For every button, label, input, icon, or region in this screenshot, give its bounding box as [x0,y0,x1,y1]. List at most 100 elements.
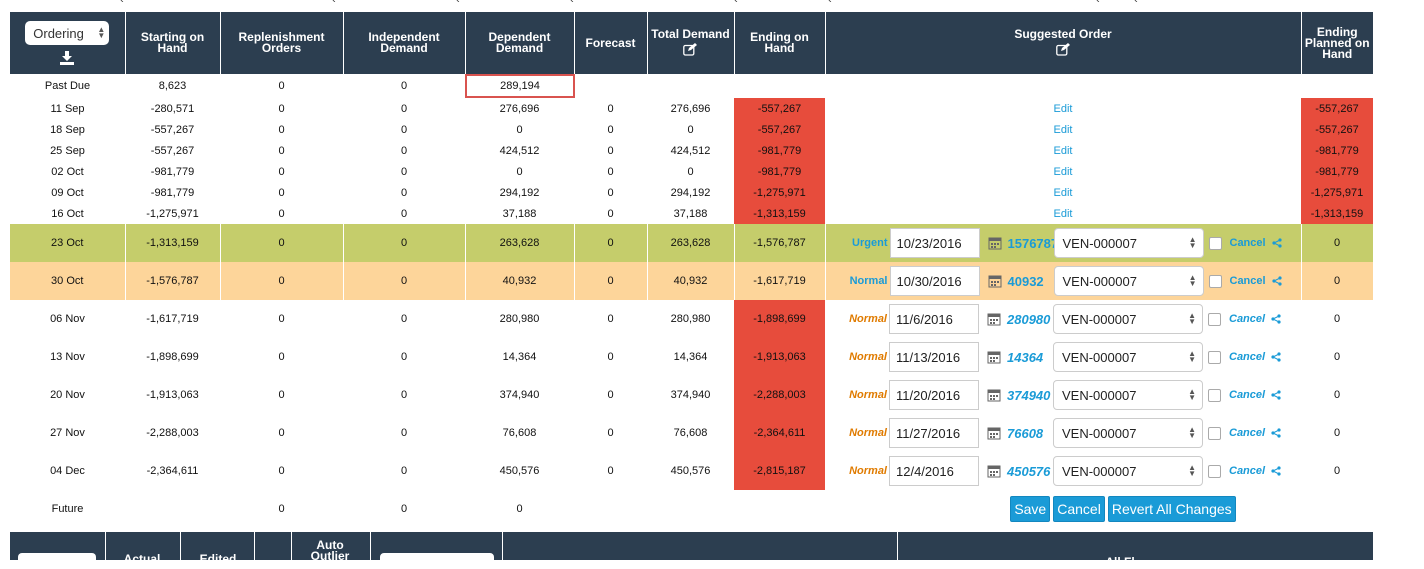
dependent-cell: 276,696 [499,102,540,115]
action-buttons: Save Cancel Revert All Changes [825,496,1301,522]
share-icon[interactable] [1271,352,1281,362]
vendor-select[interactable]: VEN-000007 ▲ ▼ [1053,380,1203,410]
suggested-cell: Edit [825,98,1301,119]
order-quantity-link[interactable]: 374940 [1007,387,1051,403]
edit-icon[interactable] [1055,42,1071,56]
priority-label: Normal [849,275,888,287]
calendar-icon[interactable] [987,426,1001,440]
share-icon[interactable] [1271,238,1282,248]
order-quantity-link[interactable]: 450576 [1007,463,1051,479]
vendor-select-value: VEN-000007 [1062,425,1137,441]
order-row: 06 Nov -1,617,719 0 0 280,980 0 280,980 -1,898,… [10,300,1373,338]
edit-icon[interactable] [683,42,698,56]
planned-cell: -1,313,159 [1301,203,1373,224]
independent-cell: 0 [400,503,408,515]
share-icon[interactable] [1271,390,1281,400]
download-icon[interactable] [59,51,75,65]
calendar-icon[interactable] [987,388,1001,402]
total-cell: 294,192 [670,186,711,199]
vendor-select[interactable]: VEN-000007 ▲ ▼ [1053,418,1203,448]
independent-cell: 0 [400,313,408,325]
order-date-input[interactable]: 11/20/2016 [889,380,979,410]
edit-link[interactable]: Edit [1053,123,1073,136]
vendor-select[interactable]: VEN-000007 ▲ ▼ [1053,304,1203,334]
share-icon[interactable] [1271,314,1281,324]
forecast-cell: 0 [607,313,614,325]
cancel-button[interactable]: Cancel [1053,496,1105,522]
select-checkbox[interactable] [1208,274,1222,288]
order-quantity-link[interactable]: 14364 [1007,349,1044,365]
dependent-cell: 263,628 [465,224,575,262]
calendar-icon[interactable] [987,464,1001,478]
select-checkbox[interactable] [1208,426,1221,440]
independent-cell: 0 [400,186,408,199]
cancel-order-link[interactable]: Cancel [1229,313,1266,325]
order-quantity-link[interactable]: 76608 [1007,425,1044,441]
bottom-select[interactable] [18,553,96,567]
bottom-input[interactable] [380,553,494,567]
order-quantity-link[interactable]: 1576787 [1007,235,1059,251]
edit-link[interactable]: Edit [1053,207,1073,220]
total-cell: 374,940 [670,389,711,401]
order-date-input[interactable]: 11/6/2016 [889,304,979,334]
edit-link[interactable]: Edit [1053,144,1073,157]
order-date-input[interactable]: 10/23/2016 [889,228,980,258]
select-checkbox[interactable] [1208,312,1221,326]
forecast-cell [574,74,647,98]
vendor-select[interactable]: VEN-000007 ▲ ▼ [1053,456,1203,486]
starting-cell: -2,364,611 [146,465,199,477]
week-cell: 04 Dec [50,465,85,477]
table-row: 16 Oct -1,275,971 0 0 37,188 0 37,188 -1,313,15… [10,203,1373,224]
edit-link[interactable]: Edit [1053,102,1073,115]
save-button[interactable]: Save [1010,496,1051,522]
replenishment-cell: 0 [278,80,285,92]
select-checkbox[interactable] [1208,350,1221,364]
edit-link[interactable]: Edit [1053,165,1073,178]
order-date-input[interactable]: 11/13/2016 [889,342,979,372]
forecast-cell [574,490,647,528]
calendar-icon[interactable] [987,312,1001,326]
cancel-order-link[interactable]: Cancel [1229,237,1266,249]
cancel-order-link[interactable]: Cancel [1229,351,1266,363]
week-cell: 18 Sep [50,123,85,136]
select-checkbox[interactable] [1208,236,1222,250]
order-quantity-link[interactable]: 280980 [1007,311,1051,327]
share-icon[interactable] [1271,466,1281,476]
suggested-order-cell: Normal 11/6/2016 280980 VEN-000007 ▲ ▼ Cancel [825,300,1301,338]
replenishment-cell: 0 [220,224,344,262]
cancel-order-link[interactable]: Cancel [1229,389,1266,401]
header-forecast: Forecast [574,12,648,74]
planned-cell [1301,490,1373,528]
calendar-icon[interactable] [988,274,1002,288]
calendar-icon[interactable] [988,236,1002,250]
ordering-select[interactable]: Ordering ▲ ▼ [25,21,110,45]
header-suggested-order-label: Suggested Order [1014,26,1112,41]
planned-cell: -557,267 [1301,119,1373,140]
cancel-order-link[interactable]: Cancel [1229,275,1266,287]
replenishment-cell: 0 [278,503,285,515]
share-icon[interactable] [1271,428,1281,438]
order-date-input[interactable]: 10/30/2016 [889,266,980,296]
suggested-order-cell: Normal 11/20/2016 374940 VEN-000007 ▲ ▼ Cancel [825,376,1301,414]
order-quantity-link[interactable]: 40932 [1007,273,1044,289]
select-checkbox[interactable] [1208,464,1221,478]
dependent-demand-input[interactable]: 289,194 [465,74,575,98]
edit-link[interactable]: Edit [1053,186,1073,199]
forecast-cell: 0 [607,465,614,477]
replenishment-cell: 0 [278,207,285,220]
vendor-select-value: VEN-000007 [1062,273,1137,289]
revert-all-button[interactable]: Revert All Changes [1107,496,1236,522]
share-icon[interactable] [1271,276,1282,286]
header-total-demand-label: Total Demand [651,26,730,41]
select-checkbox[interactable] [1208,388,1221,402]
vendor-select[interactable]: VEN-000007 ▲ ▼ [1053,342,1203,372]
dependent-cell[interactable]: 289,194 [465,74,575,98]
replenishment-cell: 0 [278,351,285,363]
cancel-order-link[interactable]: Cancel [1229,427,1266,439]
calendar-icon[interactable] [987,350,1001,364]
vendor-select[interactable]: VEN-000007 ▲ ▼ [1053,228,1204,258]
order-date-input[interactable]: 11/27/2016 [889,418,979,448]
vendor-select[interactable]: VEN-000007 ▲ ▼ [1053,266,1204,296]
cancel-order-link[interactable]: Cancel [1229,465,1266,477]
order-date-input[interactable]: 12/4/2016 [889,456,979,486]
